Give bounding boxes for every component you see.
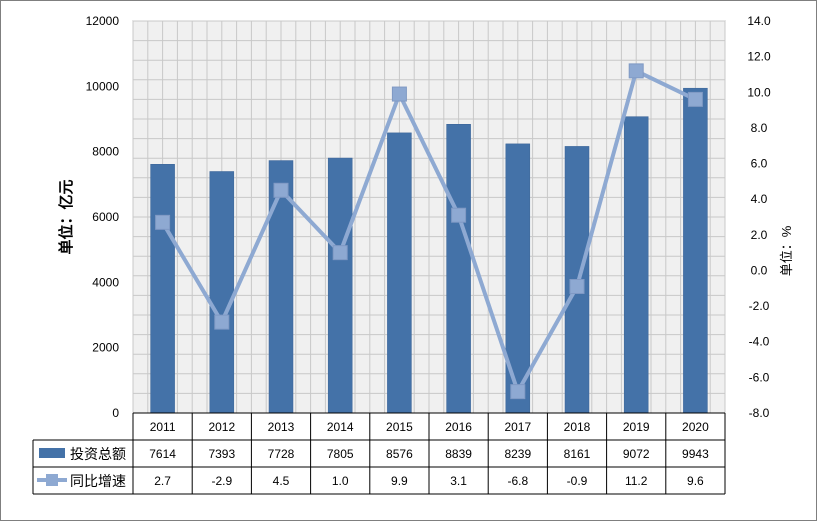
x-tick-label: 2015 — [386, 420, 413, 434]
bar-data-label: 8161 — [564, 447, 591, 461]
line-marker — [214, 314, 230, 330]
line-marker — [569, 278, 585, 294]
line-marker — [391, 86, 407, 102]
y2-tick-label: -2.0 — [749, 299, 770, 313]
y2-tick-label: 14.0 — [747, 14, 771, 28]
y-tick-label: 4000 — [92, 275, 119, 289]
bar — [209, 171, 235, 414]
bar — [150, 164, 175, 414]
bar-data-label: 8839 — [445, 447, 472, 461]
y2-tick-label: -4.0 — [749, 335, 770, 349]
line-data-label: 9.9 — [391, 474, 408, 488]
legend-label-bar: 投资总额 — [70, 446, 126, 462]
y2-tick-label: 12.0 — [747, 50, 771, 64]
y-axis-title: 单位：亿元 — [57, 179, 75, 254]
y-tick-label: 6000 — [92, 210, 119, 224]
line-data-label: 1.0 — [332, 474, 349, 488]
line-marker — [628, 63, 644, 79]
line-data-label: 4.5 — [273, 474, 290, 488]
line-data-label: -0.9 — [567, 474, 588, 488]
line-marker — [273, 182, 289, 198]
x-tick-label: 2017 — [504, 420, 531, 434]
bar-data-label: 7614 — [149, 447, 176, 461]
line-data-label: -2.9 — [211, 474, 232, 488]
line-data-label: 3.1 — [450, 474, 467, 488]
line-data-label: 9.6 — [687, 474, 704, 488]
line-series — [155, 63, 703, 400]
line-data-label: 2.7 — [154, 474, 171, 488]
x-tick-label: 2019 — [623, 420, 650, 434]
line-data-label: -6.8 — [507, 474, 528, 488]
bar-data-label: 7728 — [268, 447, 295, 461]
bar-data-label: 9072 — [623, 447, 650, 461]
line-marker — [332, 245, 348, 261]
y2-tick-label: 4.0 — [751, 192, 768, 206]
line-path — [160, 68, 697, 394]
x-tick-label: 2020 — [682, 420, 709, 434]
bar-data-label: 8576 — [386, 447, 413, 461]
y2-tick-label: 10.0 — [747, 85, 771, 99]
line-marker — [687, 91, 703, 107]
bar — [446, 124, 471, 414]
y-tick-label: 10000 — [86, 79, 120, 93]
y2-tick-label: 6.0 — [751, 157, 768, 171]
y2-tick-label: -6.0 — [749, 370, 770, 384]
bar — [387, 132, 412, 414]
x-tick-label: 2018 — [564, 420, 591, 434]
bar-data-label: 9943 — [682, 447, 709, 461]
x-tick-label: 2011 — [150, 420, 176, 434]
y2-tick-label: -8.0 — [749, 406, 770, 420]
bar-data-label: 7393 — [208, 447, 235, 461]
x-tick-label: 2013 — [268, 420, 295, 434]
y-tick-label: 0 — [112, 406, 119, 420]
legend-swatch-bar — [39, 448, 65, 458]
x-tick-label: 2014 — [327, 420, 354, 434]
y2-tick-label: 0.0 — [751, 263, 768, 277]
data-table: 2011 2012 2013 2014 2015 2016 2017 2018 2019 2020… — [32, 412, 726, 495]
line-data-label: 11.2 — [625, 474, 648, 488]
y2-axis-title: 单位：% — [779, 225, 794, 276]
y-tick-label: 12000 — [86, 14, 120, 28]
x-tick-label: 2012 — [208, 420, 235, 434]
y2-tick-label: 2.0 — [751, 228, 768, 242]
bar — [623, 116, 649, 414]
bar — [327, 157, 353, 414]
y-tick-label: 2000 — [92, 341, 119, 355]
bar — [268, 160, 294, 414]
line-marker — [451, 207, 467, 223]
bar — [683, 87, 708, 414]
legend-label-line: 同比增速 — [70, 473, 126, 489]
line-marker — [510, 384, 526, 400]
bar-data-label: 8239 — [504, 447, 531, 461]
legend-marker-line — [46, 474, 58, 486]
line-marker — [155, 214, 171, 230]
left-axis-ticks: 0 2000 4000 6000 8000 10000 12000 — [86, 14, 120, 420]
y2-tick-label: 8.0 — [751, 121, 768, 135]
y-tick-label: 8000 — [92, 145, 119, 159]
right-axis-ticks: -8.0 -6.0 -4.0 -2.0 0.0 2.0 4.0 6.0 8.0 10.0 12.0 1… — [747, 14, 771, 420]
x-tick-label: 2016 — [445, 420, 472, 434]
bar-data-label: 7805 — [327, 447, 354, 461]
